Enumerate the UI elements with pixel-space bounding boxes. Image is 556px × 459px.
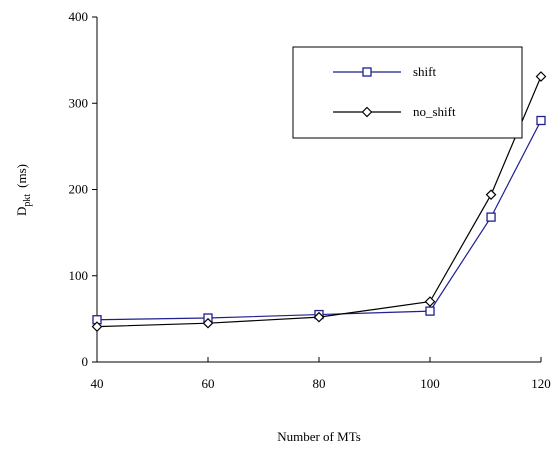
series-line (96, 120, 542, 321)
y-tick-label: 200 (69, 182, 89, 197)
y-label-sub: pkt (22, 194, 33, 207)
marker (424, 296, 436, 307)
marker (202, 317, 214, 329)
legend-marker (362, 67, 372, 77)
x-tick-label: 80 (313, 376, 326, 391)
legend-label: no_shift (413, 104, 456, 119)
y-label-unit: (ms) (14, 164, 29, 188)
x-axis-label: Number of MTs (277, 429, 361, 444)
legend-box (292, 46, 523, 139)
y-label-main: D (14, 207, 29, 216)
y-tick-label: 400 (69, 9, 89, 24)
y-axis-label: Dpkt (ms) (14, 164, 33, 216)
legend-marker (361, 106, 373, 118)
marker (485, 189, 497, 201)
legend-label: shift (413, 64, 437, 79)
series-line (96, 76, 542, 328)
y-tick-label: 0 (82, 354, 89, 369)
y-tick-label: 100 (69, 268, 89, 283)
marker (425, 306, 435, 316)
marker (91, 321, 103, 332)
x-tick-label: 60 (202, 376, 215, 391)
marker (536, 115, 546, 126)
marker (313, 311, 325, 323)
x-tick-label: 100 (420, 376, 440, 391)
marker (486, 212, 496, 222)
marker (535, 71, 547, 82)
x-tick-label: 40 (91, 376, 104, 391)
y-tick-label: 300 (69, 95, 89, 110)
x-tick-label: 120 (531, 376, 551, 391)
